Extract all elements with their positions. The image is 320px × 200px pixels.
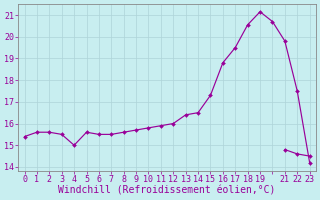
X-axis label: Windchill (Refroidissement éolien,°C): Windchill (Refroidissement éolien,°C) (58, 186, 276, 196)
